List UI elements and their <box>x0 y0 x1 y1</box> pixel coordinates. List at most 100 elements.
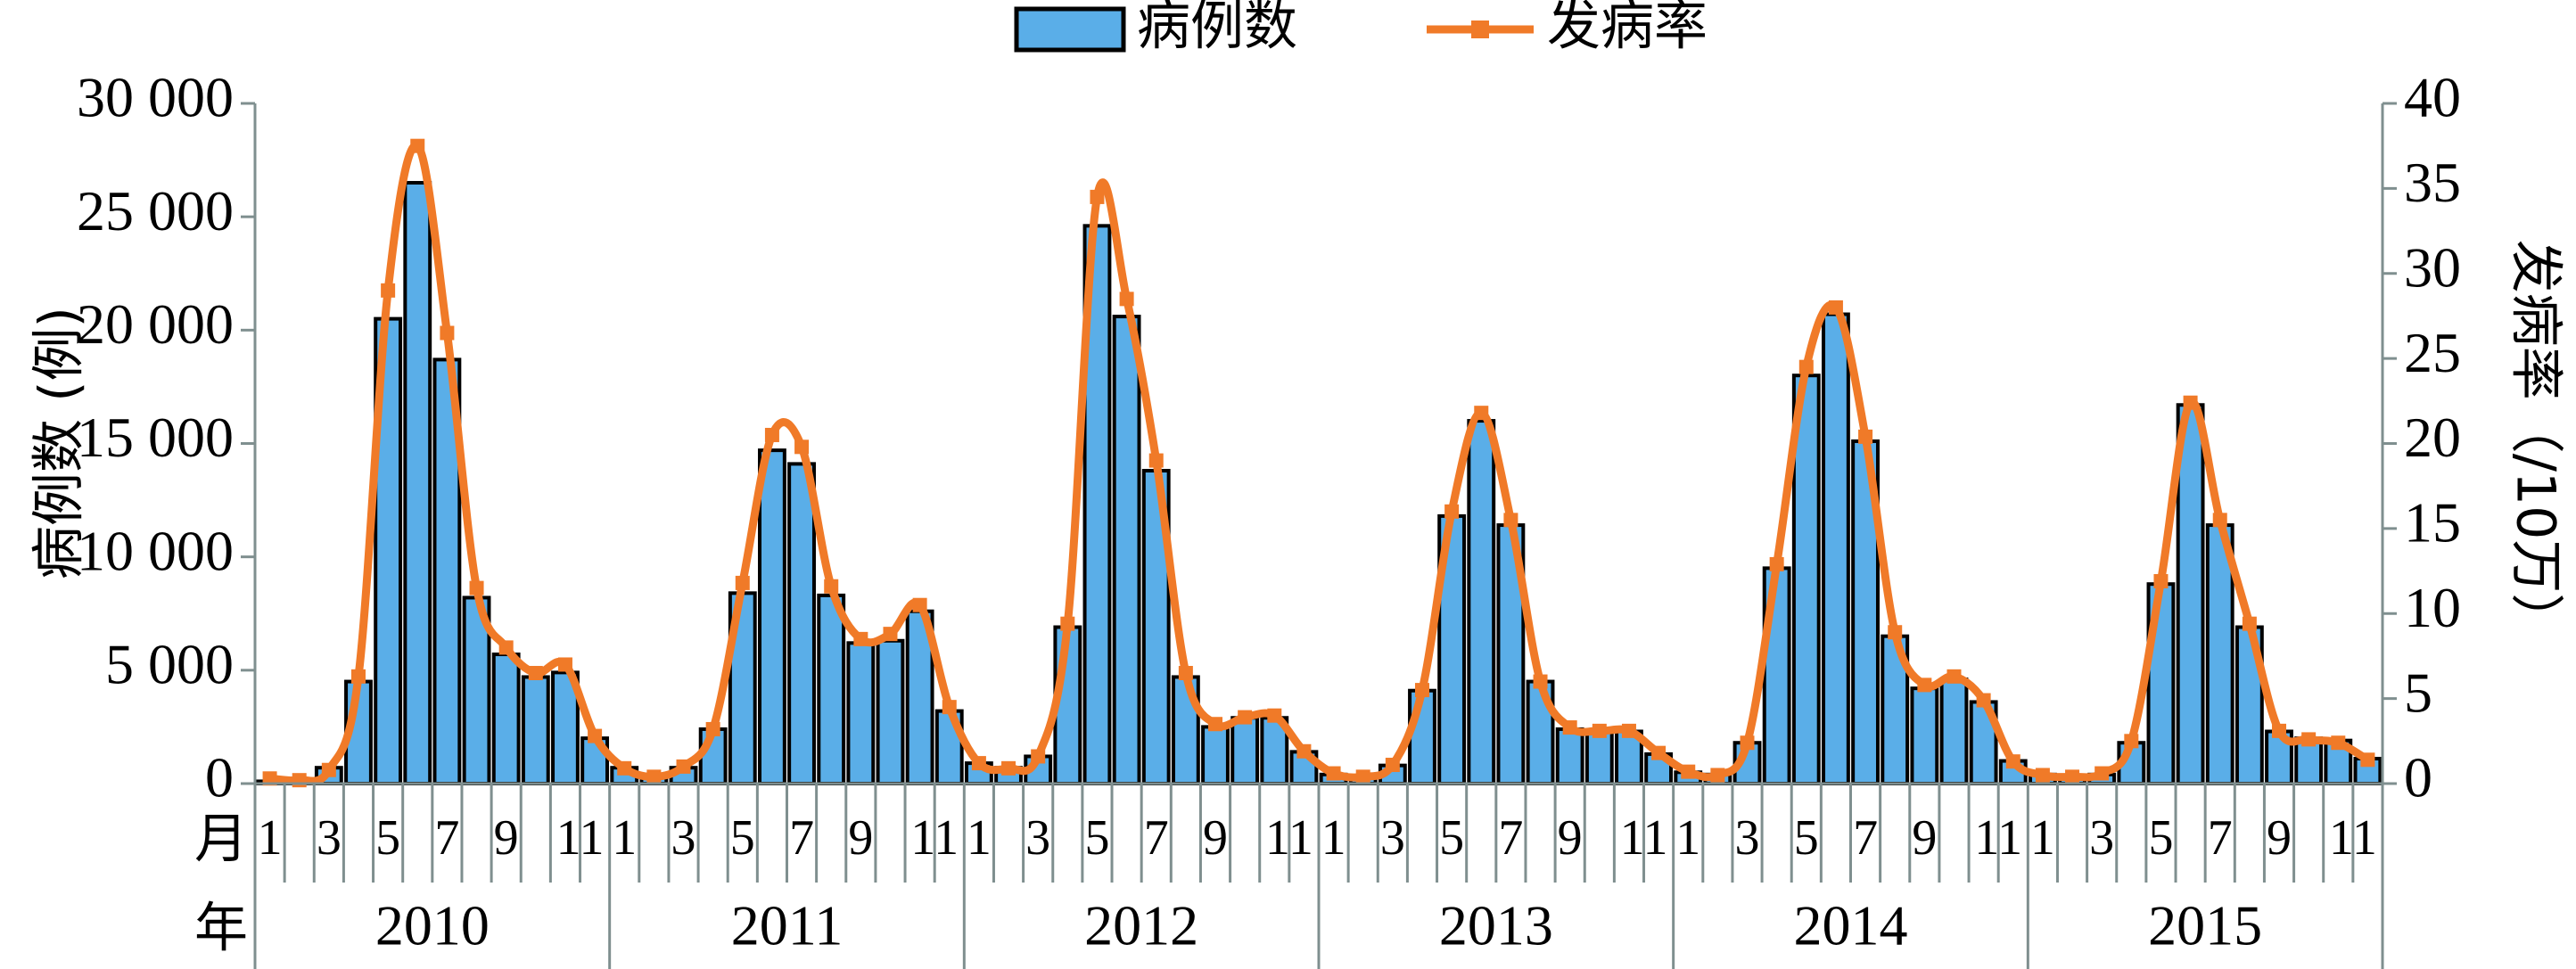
rate-marker <box>794 439 810 455</box>
rate-marker <box>1326 766 1341 781</box>
rate-marker <box>1710 768 1725 783</box>
y-tick-label: 5 000 <box>105 633 234 696</box>
x-tick-label: 9 <box>1912 810 1937 866</box>
x-tick-label: 5 <box>1794 810 1819 866</box>
x-tick-label: 7 <box>1144 810 1169 866</box>
y-tick-label: 10 000 <box>77 519 234 582</box>
rate-marker <box>1444 504 1460 519</box>
rate-marker <box>1178 666 1193 681</box>
rate-marker <box>2301 732 2317 747</box>
x-tick-label: 9 <box>1203 810 1228 866</box>
y2-tick-label: 15 <box>2404 491 2461 554</box>
legend-label: 发病率 <box>1547 0 1708 58</box>
x-tick-label: 1 <box>967 810 992 866</box>
y2-tick-label: 30 <box>2404 235 2461 299</box>
rate-marker <box>971 756 986 771</box>
y-tick-label: 30 000 <box>77 66 234 129</box>
year-label: 2014 <box>1794 894 1908 957</box>
bar <box>1939 677 1969 785</box>
x-tick-label: 3 <box>1380 810 1405 866</box>
x-tick-label: 5 <box>1084 810 1109 866</box>
rate-marker <box>381 283 396 298</box>
x-tick-label: 11 <box>1265 810 1313 866</box>
year-label: 2010 <box>375 894 490 957</box>
rate-marker <box>1238 710 1253 725</box>
year-row-label: 年 <box>194 898 248 960</box>
bar <box>846 641 876 786</box>
x-tick-label: 5 <box>730 810 755 866</box>
x-tick-label: 1 <box>612 810 637 866</box>
rate-marker <box>1414 683 1429 698</box>
x-tick-label: 1 <box>2030 810 2055 866</box>
x-tick-label: 3 <box>317 810 342 866</box>
rate-marker <box>1119 292 1134 307</box>
rate-marker <box>440 325 455 341</box>
x-tick-label: 5 <box>1439 810 1464 866</box>
rate-marker <box>1385 758 1400 773</box>
rate-marker <box>2005 754 2020 769</box>
rate-marker <box>617 760 632 776</box>
bar <box>2176 403 2205 785</box>
rate-marker <box>705 721 720 736</box>
legend-label: 病例数 <box>1137 0 1297 58</box>
y2-tick-label: 10 <box>2404 576 2461 639</box>
rate-marker <box>1592 723 1607 738</box>
y-tick-label: 15 000 <box>77 406 234 469</box>
rate-marker <box>1681 764 1696 779</box>
rate-marker <box>1533 674 1548 689</box>
bar <box>1555 727 1584 786</box>
x-tick-label: 11 <box>556 810 605 866</box>
x-tick-label: 5 <box>375 810 400 866</box>
rate-marker <box>2153 574 2169 589</box>
x-tick-label: 1 <box>1321 810 1346 866</box>
legend-marker <box>1471 21 1489 38</box>
rate-marker <box>1976 693 1991 708</box>
bar <box>1201 725 1230 786</box>
rate-marker <box>2095 766 2110 781</box>
x-tick-label: 9 <box>848 810 873 866</box>
x-tick-label: 5 <box>2148 810 2173 866</box>
rate-marker <box>1296 743 1312 759</box>
rate-marker <box>1917 677 1932 693</box>
x-tick-label: 3 <box>671 810 696 866</box>
x-tick-label: 3 <box>1025 810 1050 866</box>
rate-marker <box>2065 769 2080 784</box>
rate-marker <box>1208 717 1223 732</box>
y2-tick-label: 20 <box>2404 406 2461 469</box>
x-tick-label: 7 <box>2208 810 2233 866</box>
x-tick-label: 7 <box>789 810 814 866</box>
rate-marker <box>1888 625 1903 640</box>
rate-marker <box>912 597 927 612</box>
rate-marker <box>1798 359 1814 374</box>
bar <box>403 181 432 785</box>
rate-marker <box>350 669 366 684</box>
bar <box>876 638 905 786</box>
rate-marker <box>262 771 277 786</box>
rate-marker <box>2272 723 2287 738</box>
legend-swatch <box>1014 6 1126 53</box>
rate-marker <box>2183 395 2198 410</box>
year-label: 2011 <box>731 894 844 957</box>
rate-marker <box>498 640 514 655</box>
rate-marker <box>1148 453 1164 468</box>
rate-marker <box>1740 735 1755 751</box>
rate-marker <box>646 769 662 784</box>
y2-axis-label: 发病率（/10万） <box>2504 240 2566 647</box>
bar <box>817 593 846 785</box>
x-tick-label: 1 <box>1675 810 1700 866</box>
y-tick-label: 20 000 <box>77 292 234 356</box>
rate-marker <box>1651 745 1667 760</box>
bar <box>521 675 550 785</box>
rate-marker <box>1503 513 1518 528</box>
x-tick-label: 1 <box>258 810 283 866</box>
rate-marker <box>676 759 691 774</box>
x-tick-label: 11 <box>1620 810 1668 866</box>
y2-tick-label: 35 <box>2404 151 2461 214</box>
bar <box>1467 419 1496 785</box>
rate-marker <box>1267 708 1282 723</box>
rate-marker <box>321 762 336 777</box>
rate-marker <box>1474 406 1489 421</box>
x-tick-label: 7 <box>434 810 459 866</box>
bar <box>1910 686 1939 785</box>
